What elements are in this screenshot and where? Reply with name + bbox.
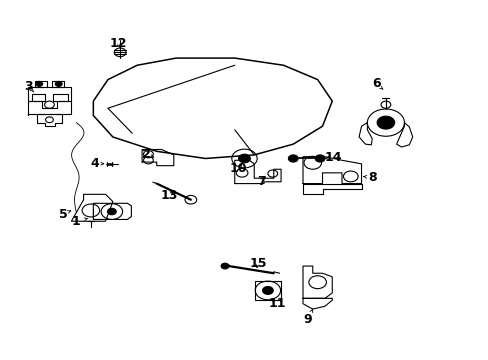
Circle shape [221,263,228,269]
Circle shape [107,208,116,215]
Text: 1: 1 [72,215,81,228]
Text: 15: 15 [249,257,266,270]
Text: 9: 9 [303,312,311,326]
Text: 4: 4 [90,157,99,170]
Text: 2: 2 [142,148,150,161]
Text: 12: 12 [110,36,127,50]
Text: 3: 3 [24,80,33,93]
Text: 11: 11 [268,297,286,310]
Circle shape [315,155,325,162]
Text: 13: 13 [160,189,177,202]
Circle shape [36,81,42,86]
Text: 10: 10 [229,162,247,175]
Text: 7: 7 [257,175,265,188]
Text: 6: 6 [371,77,380,90]
Text: 14: 14 [325,151,342,164]
Text: 8: 8 [367,171,376,184]
Circle shape [238,154,250,163]
Circle shape [288,155,298,162]
Circle shape [262,287,273,294]
Circle shape [55,81,62,86]
Circle shape [376,116,394,129]
Text: 5: 5 [59,208,67,221]
